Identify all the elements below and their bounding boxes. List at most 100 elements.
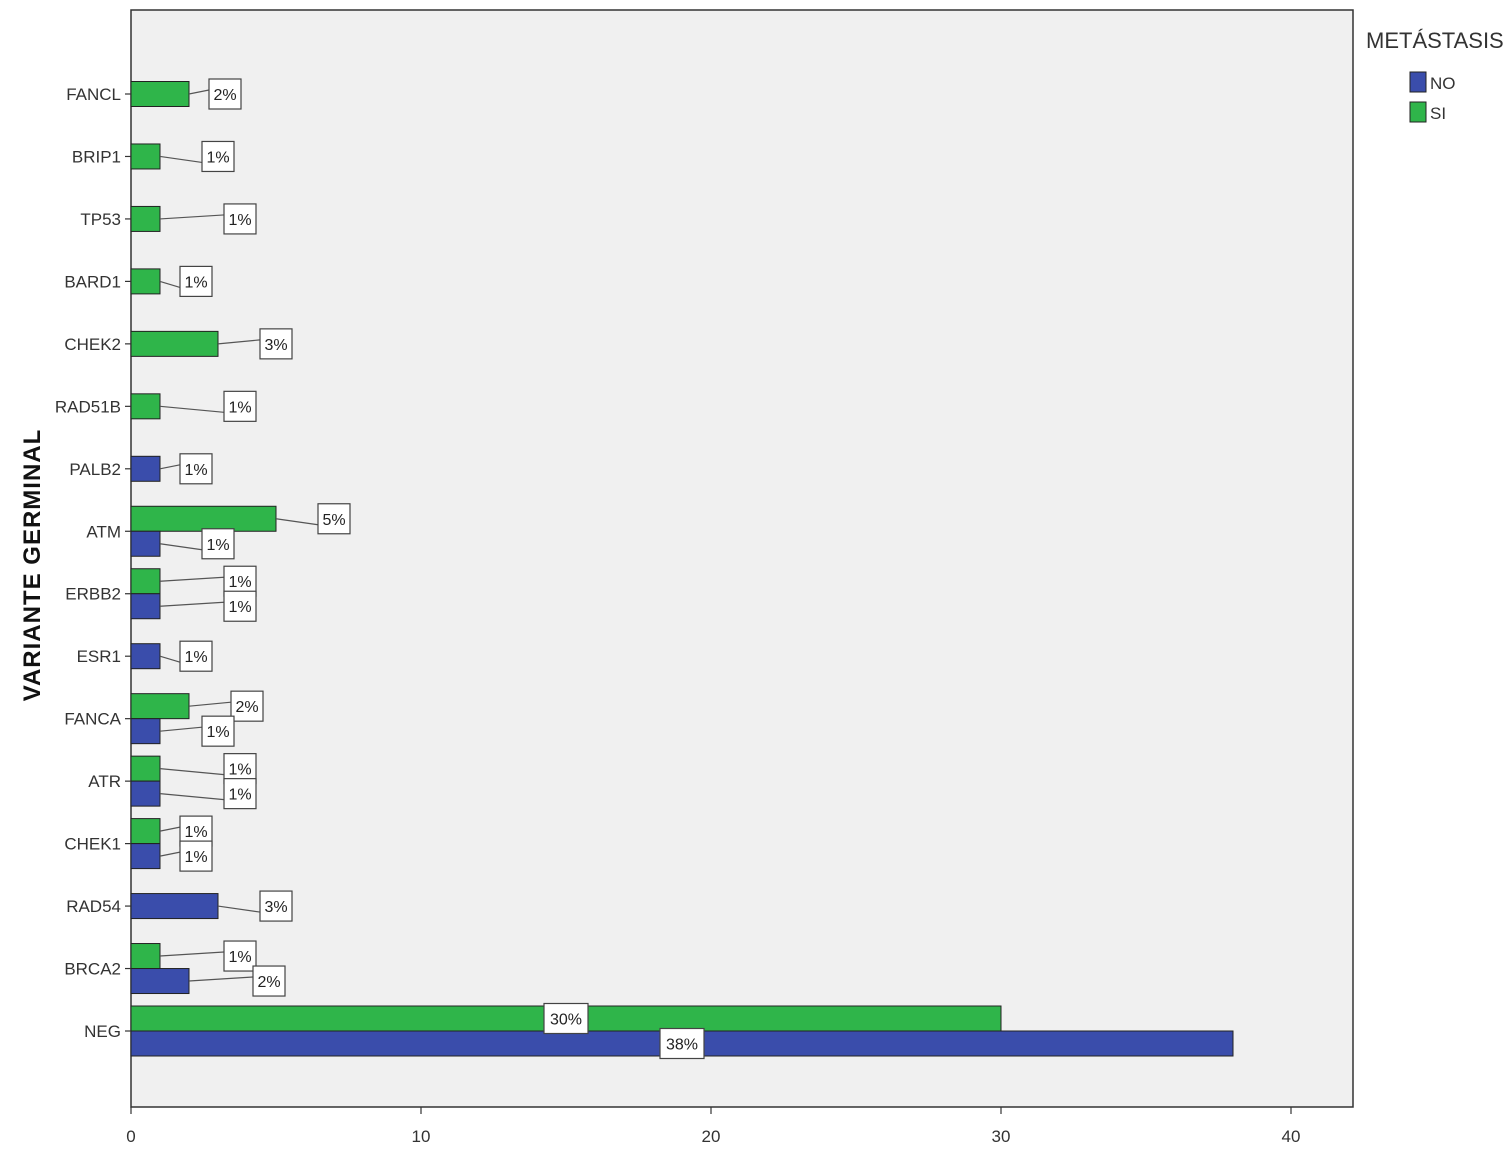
leader-line <box>159 405 225 413</box>
bar-si-atm <box>130 505 277 532</box>
data-label: 30% <box>550 1012 582 1029</box>
legend-title: METÁSTASIS <box>1366 28 1504 53</box>
legend-label-si: SI <box>1430 104 1446 123</box>
data-label-box <box>201 715 235 747</box>
leader-line <box>188 976 254 982</box>
category-label: BRIP1 <box>72 147 121 166</box>
x-tick-label: 10 <box>412 1127 431 1146</box>
leader-line <box>159 826 181 832</box>
bar-no-chek1 <box>130 843 161 870</box>
data-label: 2% <box>235 699 258 716</box>
data-label-box <box>179 640 213 672</box>
plot-background <box>130 9 1354 1108</box>
leader-line <box>159 951 225 957</box>
leader-line <box>159 464 181 470</box>
data-label-box <box>208 78 242 110</box>
category-label: BARD1 <box>64 272 121 291</box>
data-label: 1% <box>184 462 207 479</box>
data-label: 1% <box>184 824 207 841</box>
bar-si-chek2 <box>130 330 219 357</box>
bar-si-tp53 <box>130 205 161 232</box>
data-label-box <box>223 940 257 972</box>
category-label: FANCA <box>64 710 121 729</box>
leader-line <box>159 280 181 288</box>
leader-line <box>217 905 261 913</box>
leader-line <box>159 655 181 663</box>
bar-no-fanca <box>130 718 161 745</box>
data-label: 3% <box>264 899 287 916</box>
data-label: 1% <box>228 949 251 966</box>
category-label: CHEK1 <box>64 835 121 854</box>
category-label: TP53 <box>80 210 121 229</box>
category-label: NEG <box>84 1022 121 1041</box>
category-label: ESR1 <box>77 647 121 666</box>
data-label-box <box>259 328 293 360</box>
axes-layer: FANCL BRIP1 TP53 BARD1 CHEK2 RAD51B PALB2 ATM ER… <box>55 85 1301 1146</box>
bar-si-brip1 <box>130 143 161 170</box>
data-label-box <box>223 390 257 422</box>
bar-no-esr1 <box>130 643 161 670</box>
bar-no-erbb2 <box>130 593 161 620</box>
x-tick-label: 0 <box>126 1127 135 1146</box>
bar-no-brca2 <box>130 968 190 995</box>
data-label-box <box>223 203 257 235</box>
category-label: RAD51B <box>55 397 121 416</box>
legend-swatch-no <box>1409 71 1427 93</box>
leader-line <box>159 543 203 551</box>
leader-line <box>188 89 210 95</box>
leader-line <box>159 726 203 732</box>
leader-line <box>188 701 232 707</box>
data-label-box <box>259 890 293 922</box>
y-axis-title: VARIANTE GERMINAL <box>19 429 46 702</box>
data-label-box <box>201 528 235 560</box>
bar-no-palb2 <box>130 455 161 482</box>
leader-line <box>159 793 225 801</box>
data-label: 5% <box>322 512 345 529</box>
data-label-box <box>230 690 264 722</box>
category-label: CHEK2 <box>64 335 121 354</box>
data-label-box <box>201 140 235 173</box>
bar-si-atr <box>130 755 161 782</box>
bar-no-rad54 <box>130 893 219 920</box>
leader-line <box>159 214 225 220</box>
data-label-box <box>543 1002 589 1035</box>
data-label-box <box>252 965 286 997</box>
x-tick-label: 40 <box>1282 1127 1301 1146</box>
data-label: 1% <box>228 599 251 616</box>
data-label: 1% <box>184 849 207 866</box>
data-label: 1% <box>228 762 251 779</box>
legend-swatch-si <box>1409 101 1427 123</box>
data-label: 1% <box>206 149 229 166</box>
data-label: 1% <box>206 537 229 554</box>
category-label: ERBB2 <box>65 585 121 604</box>
category-label: ATR <box>88 772 121 791</box>
leader-line <box>159 768 225 776</box>
legend-label-no: NO <box>1430 74 1456 93</box>
data-label: 2% <box>213 87 236 104</box>
leader-lines-layer <box>159 89 319 982</box>
data-labels-layer: 2% 1% 1% 1% 3% 1% 1% 5% 1% 1% 1% 1% 2% 1% 1% 1% 1% 1% 3% 1%… <box>179 78 705 1060</box>
data-label: 38% <box>666 1037 698 1054</box>
x-tick-label: 30 <box>992 1127 1011 1146</box>
legend: METÁSTASIS NO SI <box>1366 28 1504 123</box>
leader-line <box>159 601 225 607</box>
leader-line <box>159 851 181 857</box>
data-label: 3% <box>264 337 287 354</box>
bar-si-fancl <box>130 81 190 107</box>
category-label: PALB2 <box>69 460 121 479</box>
category-label: BRCA2 <box>64 960 121 979</box>
category-label: FANCL <box>66 85 121 104</box>
leader-line <box>159 155 203 164</box>
data-label: 1% <box>228 212 251 229</box>
data-label: 1% <box>228 574 251 591</box>
bar-si-fanca <box>130 693 190 720</box>
leader-line <box>159 576 225 582</box>
data-label-box <box>317 503 351 535</box>
data-label: 1% <box>228 787 251 804</box>
data-label: 1% <box>206 724 229 741</box>
data-label: 1% <box>184 649 207 666</box>
leader-line <box>217 339 261 345</box>
bar-no-atr <box>130 780 161 807</box>
